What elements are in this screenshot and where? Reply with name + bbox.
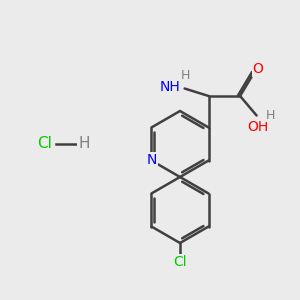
Text: H: H [181,69,190,82]
Text: N: N [146,154,157,167]
Text: Cl: Cl [38,136,52,152]
Text: H: H [266,109,275,122]
Text: H: H [78,136,90,152]
Text: OH: OH [248,120,269,134]
Text: O: O [253,62,263,76]
Text: NH: NH [159,80,180,94]
Text: Cl: Cl [173,256,187,269]
